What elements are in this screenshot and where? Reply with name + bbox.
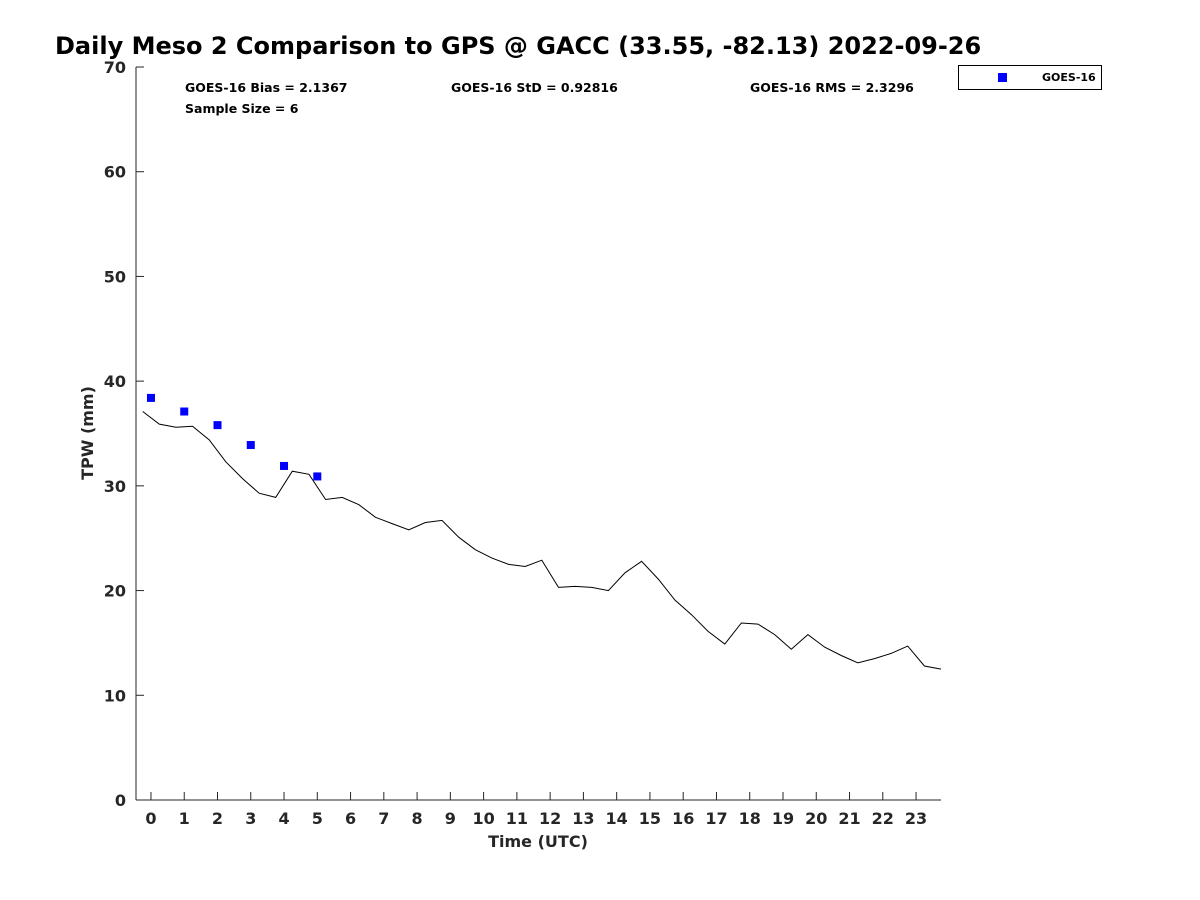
x-tick-label: 5 <box>312 809 323 828</box>
series-layer <box>142 393 942 670</box>
goes16-point <box>313 472 322 481</box>
x-tick-label: 22 <box>872 809 894 828</box>
goes16-point <box>213 421 222 430</box>
y-tick-label: 0 <box>115 791 126 810</box>
x-tick-label: 14 <box>606 809 628 828</box>
x-tick-label: 0 <box>145 809 156 828</box>
x-tick-label: 7 <box>378 809 389 828</box>
legend-marker <box>998 73 1007 82</box>
x-tick-label: 23 <box>905 809 927 828</box>
x-tick-label: 3 <box>245 809 256 828</box>
x-tick-label: 12 <box>539 809 561 828</box>
x-tick-label: 11 <box>506 809 528 828</box>
x-tick-label: 13 <box>572 809 594 828</box>
goes16-point <box>280 461 289 470</box>
legend: GOES-16 <box>958 65 1102 90</box>
x-tick-label: 15 <box>639 809 661 828</box>
y-tick-label: 10 <box>104 686 126 705</box>
x-ticks: 0 1 2 3 4 5 6 7 8 9 10 11 12 13 14 15 16 17 18 19 20 21 22 23 <box>145 792 927 828</box>
x-tick-label: 9 <box>445 809 456 828</box>
legend-box <box>958 65 1102 90</box>
y-tick-label: 30 <box>104 477 126 496</box>
x-tick-label: 10 <box>472 809 494 828</box>
x-tick-label: 2 <box>212 809 223 828</box>
x-tick-label: 20 <box>805 809 827 828</box>
sample-size-stat: Sample Size = 6 <box>185 101 299 116</box>
legend-label: GOES-16 <box>1042 71 1096 84</box>
gps-series-line <box>142 411 942 670</box>
x-tick-label: 18 <box>739 809 761 828</box>
x-tick-label: 17 <box>705 809 727 828</box>
x-tick-label: 19 <box>772 809 794 828</box>
y-tick-label: 60 <box>104 163 126 182</box>
x-tick-label: 4 <box>278 809 289 828</box>
y-axis-label: TPW (mm) <box>78 386 97 480</box>
y-tick-label: 50 <box>104 267 126 286</box>
y-ticks: 0 10 20 30 40 50 60 70 <box>104 58 144 810</box>
goes16-point <box>146 393 155 402</box>
x-tick-label: 1 <box>179 809 190 828</box>
chart-title: Daily Meso 2 Comparison to GPS @ GACC (3… <box>55 32 981 60</box>
goes16-point <box>246 441 255 450</box>
x-axis-label: Time (UTC) <box>488 832 588 851</box>
axes-box <box>135 67 941 801</box>
x-tick-label: 16 <box>672 809 694 828</box>
goes16-point <box>180 407 189 416</box>
rms-stat: GOES-16 RMS = 2.3296 <box>750 80 914 95</box>
x-tick-label: 21 <box>838 809 860 828</box>
std-stat: GOES-16 StD = 0.92816 <box>451 80 618 95</box>
y-tick-label: 40 <box>104 372 126 391</box>
bias-stat: GOES-16 Bias = 2.1367 <box>185 80 347 95</box>
y-tick-label: 20 <box>104 582 126 601</box>
x-tick-label: 8 <box>412 809 423 828</box>
y-tick-label: 70 <box>104 58 126 77</box>
x-tick-label: 6 <box>345 809 356 828</box>
